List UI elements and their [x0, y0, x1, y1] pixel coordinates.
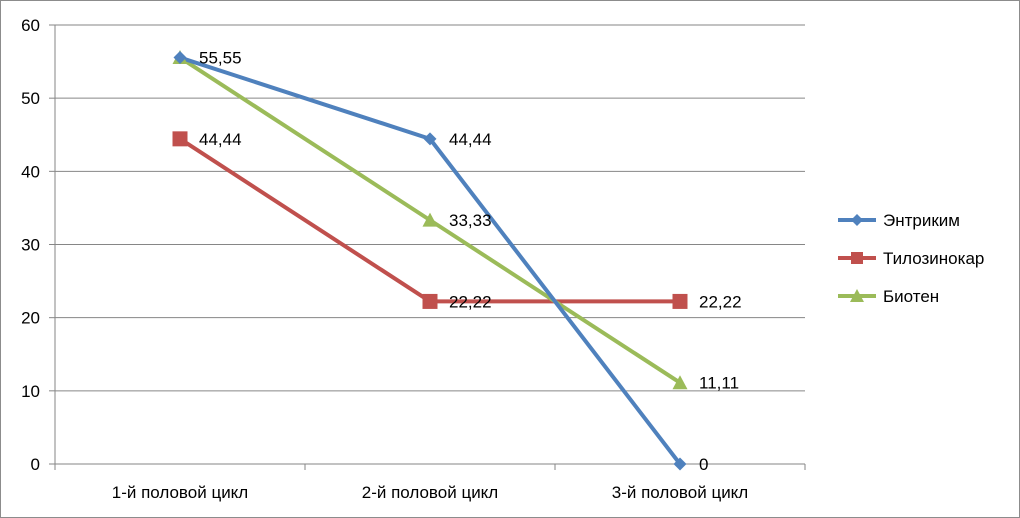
triangle-marker — [672, 375, 688, 390]
triangle-marker — [850, 289, 864, 302]
legend-label: Биотен — [883, 287, 939, 306]
square-marker — [851, 252, 863, 264]
x-tick-label: 2-й половой цикл — [362, 483, 498, 502]
triangle-marker — [422, 212, 438, 227]
x-axis-ticks: 1-й половой цикл 2-й половой цикл 3-й поло… — [54, 464, 806, 502]
y-tick-label: 60 — [21, 16, 40, 35]
y-tick-label: 20 — [21, 309, 40, 328]
gridlines — [55, 24, 805, 392]
y-tick-label: 0 — [31, 455, 40, 474]
y-tick-label: 30 — [21, 236, 40, 255]
legend-label: Тилозинокар — [883, 249, 984, 268]
data-label: 44,44 — [449, 130, 492, 149]
data-label: 22,22 — [699, 292, 742, 311]
square-marker — [422, 293, 438, 309]
legend: Энтриким Тилозинокар Биотен — [838, 211, 984, 306]
data-label: 22,22 — [449, 292, 492, 311]
data-label: 33,33 — [449, 211, 492, 230]
diamond-marker — [851, 214, 863, 226]
legend-label: Энтриким — [883, 211, 960, 230]
x-tick-label: 3-й половой цикл — [612, 483, 748, 502]
data-label: 55,55 — [199, 49, 242, 68]
y-tick-label: 50 — [21, 89, 40, 108]
y-axis-ticks: 0 10 20 30 40 50 60 — [21, 16, 55, 474]
series-markers — [172, 50, 688, 471]
square-marker — [672, 293, 688, 309]
y-tick-label: 40 — [21, 162, 40, 181]
diamond-marker — [673, 457, 687, 471]
data-label: 0 — [699, 455, 708, 474]
series-line — [179, 55, 682, 466]
series-lines — [178, 55, 682, 466]
data-label: 11,11 — [699, 374, 739, 393]
y-tick-label: 10 — [21, 382, 40, 401]
data-labels: 55,55 44,44 0 44,44 22,22 22,22 33,33 11,11 — [199, 49, 742, 474]
data-label: 44,44 — [199, 130, 242, 149]
x-tick-label: 1-й половой цикл — [112, 483, 248, 502]
diamond-marker — [423, 132, 437, 146]
diamond-marker — [173, 51, 187, 65]
square-marker — [172, 131, 188, 147]
